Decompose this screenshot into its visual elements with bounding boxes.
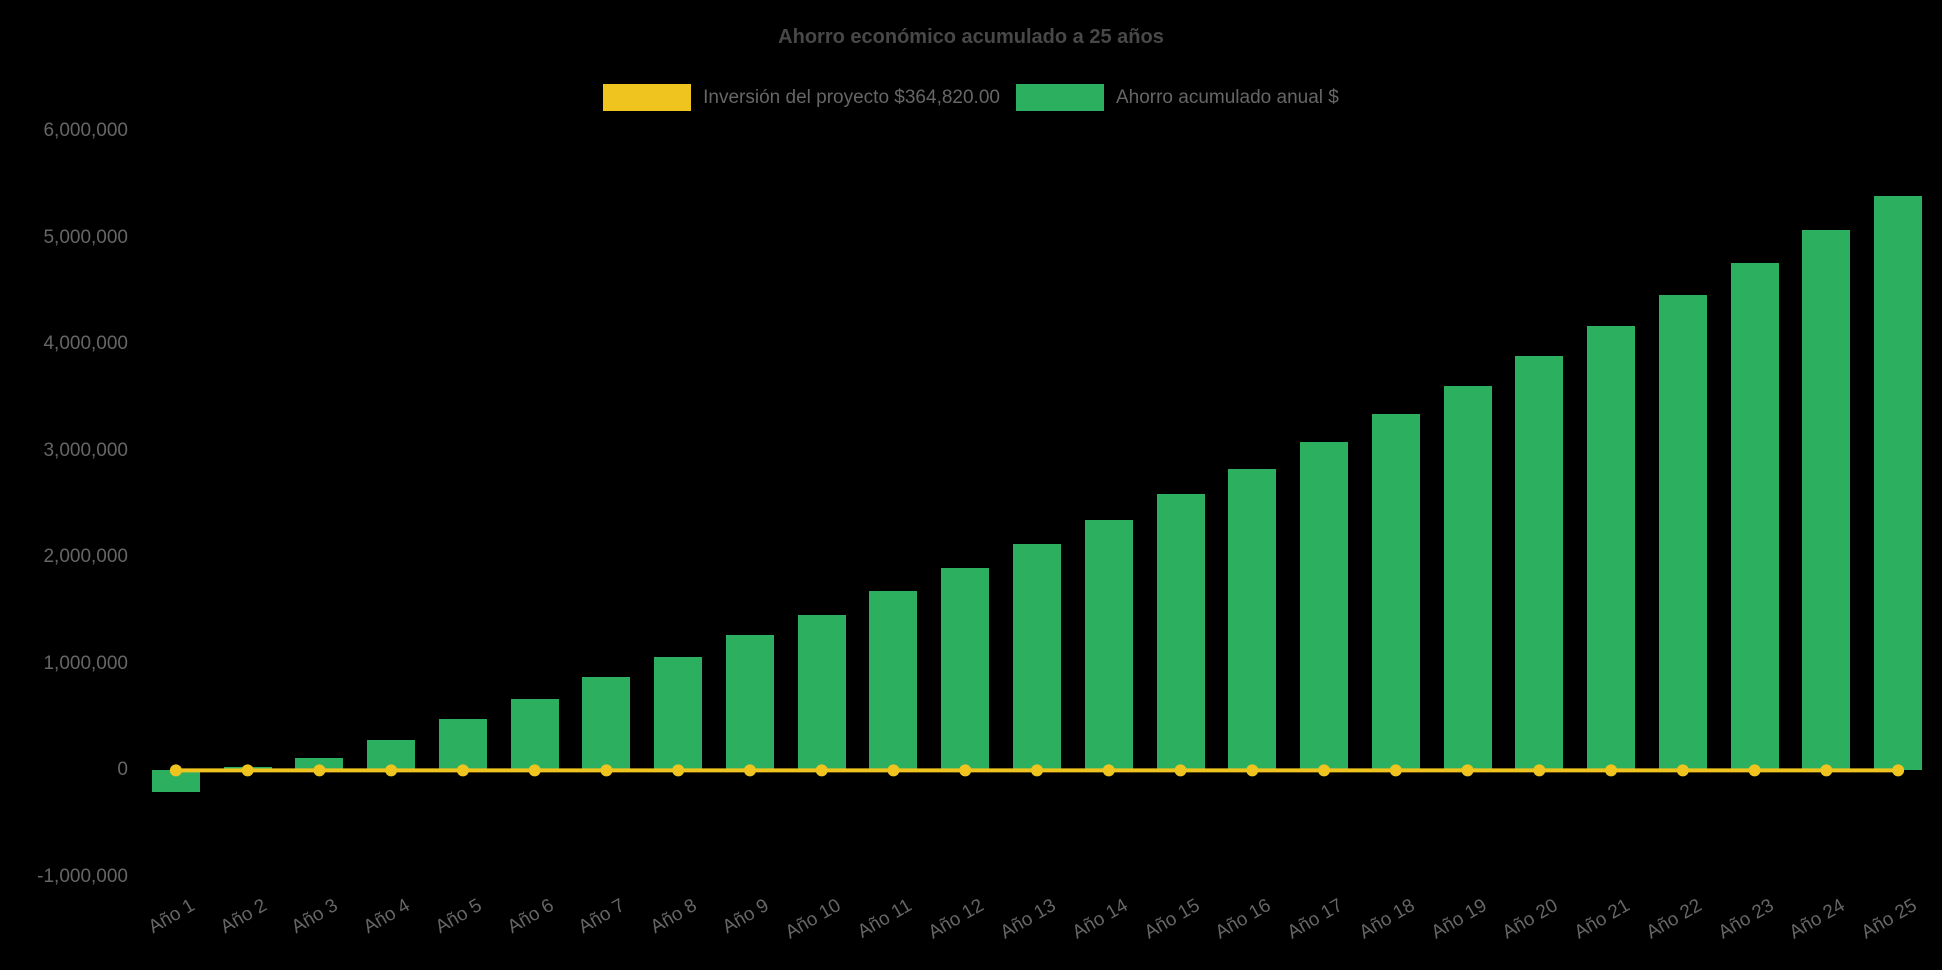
bar bbox=[1084, 519, 1133, 771]
bar bbox=[725, 635, 774, 771]
legend: Inversión del proyecto $364,820.00 Ahorr… bbox=[0, 84, 1942, 111]
line-point bbox=[241, 764, 254, 777]
bar bbox=[1730, 263, 1779, 771]
legend-swatch-inversion-icon bbox=[603, 84, 692, 111]
bar bbox=[582, 676, 631, 771]
bar bbox=[1371, 414, 1420, 771]
bar bbox=[151, 770, 200, 792]
y-axis-tick-label: -1,000,000 bbox=[37, 866, 128, 887]
y-axis-tick-label: 1,000,000 bbox=[43, 652, 128, 674]
legend-label-ahorro: Ahorro acumulado anual $ bbox=[1115, 86, 1339, 108]
bar bbox=[367, 739, 416, 771]
bar bbox=[1443, 385, 1492, 771]
legend-label-inversion: Inversión del proyecto $364,820.00 bbox=[703, 86, 1000, 108]
bar bbox=[1658, 295, 1707, 771]
bar bbox=[1228, 468, 1277, 771]
y-axis-tick-label: 2,000,000 bbox=[43, 546, 128, 568]
bar bbox=[510, 699, 559, 771]
y-axis-tick-label: 5,000,000 bbox=[43, 226, 128, 248]
bar bbox=[223, 767, 272, 771]
legend-item-ahorro[interactable]: Ahorro acumulado anual $ bbox=[1015, 84, 1339, 111]
bar bbox=[869, 591, 918, 771]
bar bbox=[1587, 326, 1636, 771]
bar bbox=[941, 567, 990, 771]
bar bbox=[1802, 230, 1851, 771]
chart-title: Ahorro económico acumulado a 25 años bbox=[778, 26, 1164, 48]
bar bbox=[1013, 544, 1061, 771]
bar bbox=[797, 614, 846, 771]
legend-item-inversion[interactable]: Inversión del proyecto $364,820.00 bbox=[603, 84, 1000, 111]
bar bbox=[1515, 355, 1564, 771]
y-axis-tick-label: 0 bbox=[117, 759, 128, 781]
legend-swatch-ahorro-icon bbox=[1015, 84, 1104, 111]
y-axis-tick-label: 4,000,000 bbox=[43, 333, 128, 355]
y-axis-tick-label: 6,000,000 bbox=[43, 120, 128, 141]
bar bbox=[1874, 196, 1923, 771]
bar bbox=[1300, 442, 1349, 771]
y-axis-tick-label: 3,000,000 bbox=[43, 439, 128, 461]
bar bbox=[438, 719, 487, 771]
bar bbox=[1156, 494, 1205, 771]
bar bbox=[295, 757, 344, 771]
bar bbox=[654, 657, 703, 771]
